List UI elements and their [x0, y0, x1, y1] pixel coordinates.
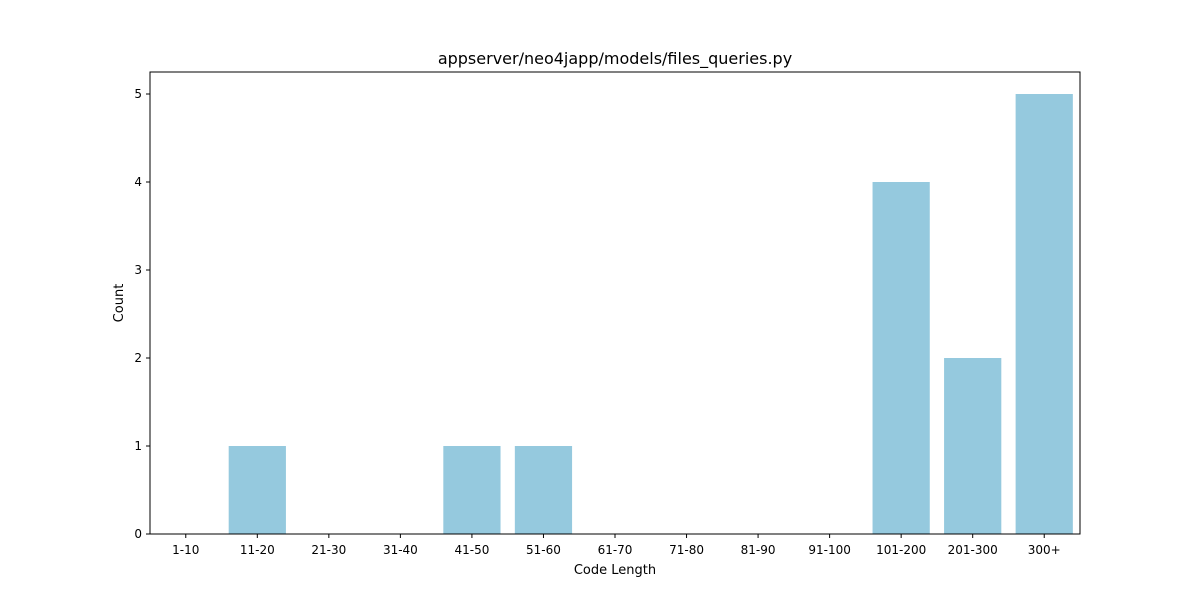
y-tick-label: 5 — [134, 87, 142, 101]
x-tick-label: 31-40 — [383, 543, 418, 557]
chart-title: appserver/neo4japp/models/files_queries.… — [438, 49, 792, 69]
bar-51-60 — [514, 446, 573, 534]
x-axis-label: Code Length — [574, 563, 656, 578]
x-tick-label: 11-20 — [240, 543, 275, 557]
y-axis-ticks: 0 1 2 3 4 5 — [134, 87, 150, 541]
y-tick-label: 4 — [134, 175, 142, 189]
x-tick-label: 300+ — [1028, 543, 1061, 557]
x-tick-label: 81-90 — [741, 543, 776, 557]
y-tick-label: 1 — [134, 439, 142, 453]
x-tick-label: 41-50 — [454, 543, 489, 557]
y-tick-label: 0 — [134, 527, 142, 541]
bar-300+ — [1015, 94, 1073, 534]
plot-frame — [149, 71, 1081, 535]
x-tick-label: 1-10 — [172, 543, 199, 557]
x-tick-label: 71-80 — [669, 543, 704, 557]
x-axis-ticks: 1-10 11-20 21-30 31-40 41-50 51-60 61-70 71-80 8… — [172, 534, 1061, 557]
bar-41-50 — [443, 446, 501, 534]
y-tick-label: 3 — [134, 263, 142, 277]
bars-group — [228, 94, 1073, 534]
y-tick-label: 2 — [134, 351, 142, 365]
x-tick-label: 21-30 — [311, 543, 346, 557]
x-tick-label: 201-300 — [948, 543, 998, 557]
bar-201-300 — [944, 358, 1002, 534]
y-axis-label: Count — [112, 284, 127, 323]
x-tick-label: 51-60 — [526, 543, 561, 557]
bar-11-20 — [228, 446, 286, 534]
x-tick-label: 61-70 — [598, 543, 633, 557]
x-tick-label: 101-200 — [876, 543, 926, 557]
bar-101-200 — [872, 182, 930, 534]
x-tick-label: 91-100 — [808, 543, 851, 557]
